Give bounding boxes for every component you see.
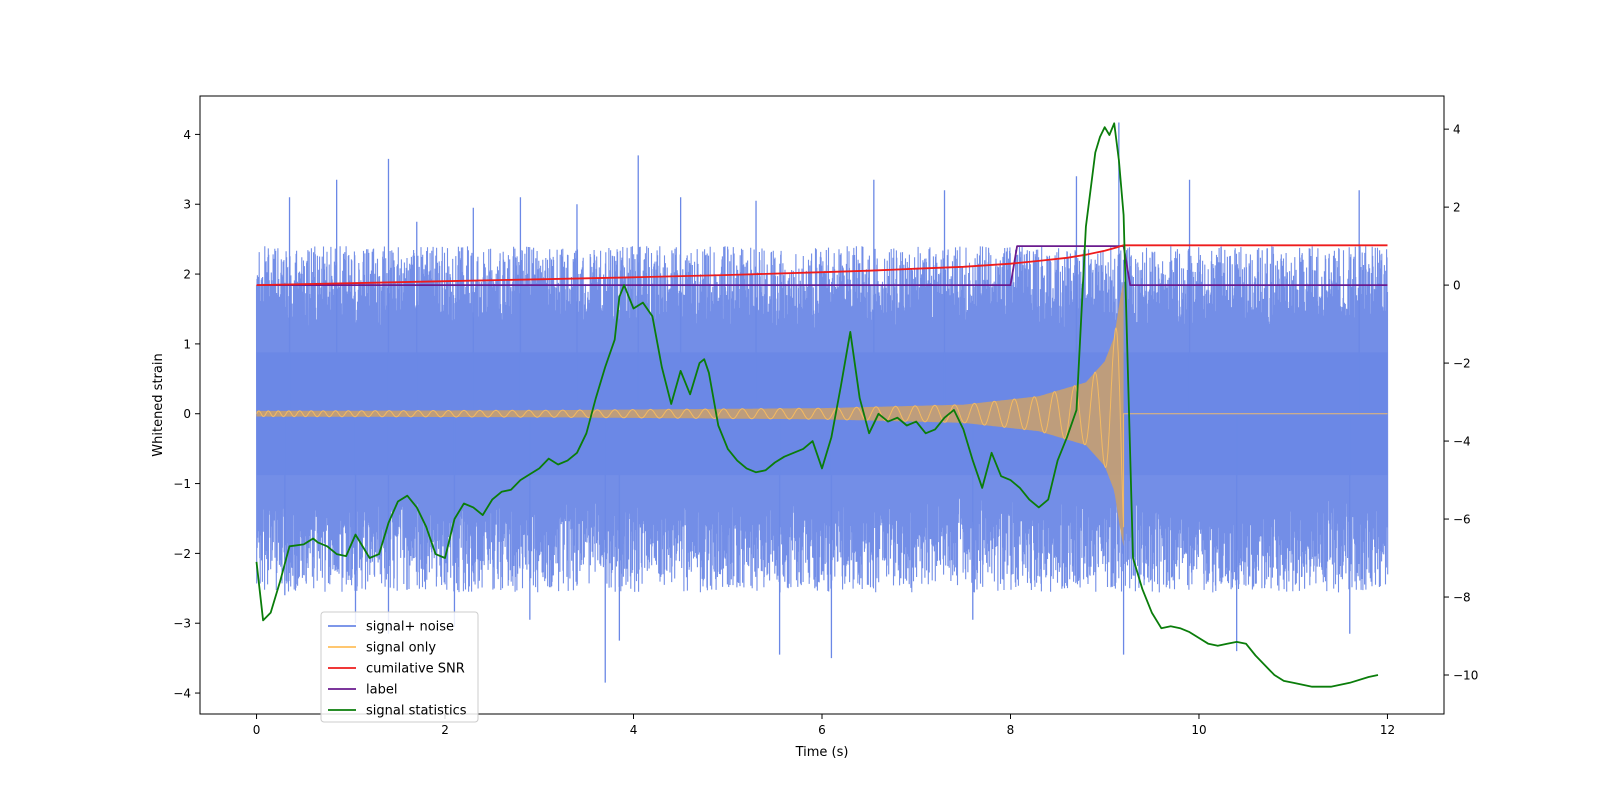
y-left-tick-label-8: 4 <box>183 128 191 142</box>
y-left-tick-label-7: 3 <box>183 198 191 212</box>
y-left-tick-label-6: 2 <box>183 268 191 282</box>
x-tick-label-0: 0 <box>253 723 261 737</box>
noise-trace <box>255 246 1389 593</box>
x-axis: 0 2 4 6 8 10 12 <box>253 714 1395 737</box>
y-left-tick-label-4: 0 <box>183 407 191 421</box>
y-right-tick-label-3: −4 <box>1453 435 1471 449</box>
y-right-tick-label-7: 4 <box>1453 123 1461 137</box>
series-label <box>256 245 1388 286</box>
x-tick-label-6: 12 <box>1380 723 1395 737</box>
y-right-tick-label-1: −8 <box>1453 591 1471 605</box>
chirp-envelope <box>256 281 1124 547</box>
x-tick-label-1: 2 <box>441 723 449 737</box>
legend-label-1: signal only <box>366 641 436 656</box>
y-axis-label: Whitened strain <box>151 353 166 456</box>
plot-data-layer <box>255 122 1389 688</box>
y-left-tick-label-1: −3 <box>173 617 191 631</box>
y-axis-right: −10 −8 −6 −4 −2 0 2 4 <box>1444 123 1478 683</box>
legend-label-3: label <box>366 683 397 698</box>
x-tick-label-5: 10 <box>1191 723 1206 737</box>
chirp-trace <box>256 327 1388 528</box>
legend-label-0: signal+ noise <box>366 620 454 635</box>
y-right-tick-label-4: −2 <box>1453 357 1471 371</box>
x-tick-label-4: 8 <box>1007 723 1015 737</box>
legend-frame <box>320 611 479 723</box>
legend-label-4: signal statistics <box>366 704 467 719</box>
y-left-tick-label-2: −2 <box>173 547 191 561</box>
legend-label-2: cumilative SNR <box>366 662 465 677</box>
y-right-tick-label-0: −10 <box>1453 669 1478 683</box>
legend: signal+ noise signal only cumilative SNR la… <box>320 611 479 723</box>
series-cumilative-snr <box>256 244 1388 286</box>
x-tick-label-3: 6 <box>818 723 826 737</box>
y-left-tick-label-0: −4 <box>173 687 191 701</box>
x-tick-label-2: 4 <box>630 723 638 737</box>
y-left-tick-label-3: −1 <box>173 477 191 491</box>
y-right-tick-label-2: −6 <box>1453 513 1471 527</box>
y-right-tick-label-5: 0 <box>1453 279 1461 293</box>
y-left-tick-label-5: 1 <box>183 337 191 351</box>
y-right-tick-label-6: 2 <box>1453 201 1461 215</box>
x-axis-label: Time (s) <box>795 745 849 760</box>
series-signal-only <box>256 281 1388 547</box>
y-axis-left: −4 −3 −2 −1 0 1 2 3 4 <box>173 128 200 701</box>
series-signal-statistics <box>255 122 1379 688</box>
